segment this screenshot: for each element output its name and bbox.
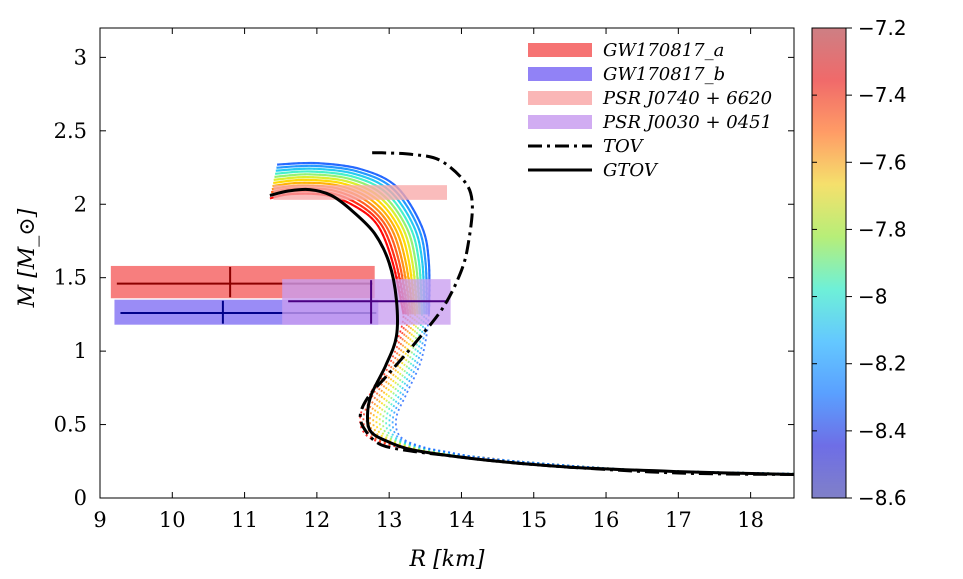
y-tick-label: 3 xyxy=(74,45,87,69)
colorbar-tick-label: −8 xyxy=(858,285,887,309)
colorbar-tick-label: −7.8 xyxy=(858,217,907,241)
axes: 9 10 11 12 13 14 15 16 17 18 0 0.5 1 1.5 2 2.5 3 R [km] M … xyxy=(15,27,795,572)
series-gtov xyxy=(269,187,794,476)
legend-item: GW170817_b xyxy=(528,64,725,85)
legend-item: GW170817_a xyxy=(528,40,724,61)
legend-swatch xyxy=(528,67,592,81)
colorbar-tick-label: −7.2 xyxy=(858,16,907,40)
y-tick-label: 0 xyxy=(74,486,87,510)
legend-label: GTOV xyxy=(603,160,659,181)
legend-item: PSR J0030 + 0451 xyxy=(528,112,772,133)
x-tick-label: 14 xyxy=(448,508,475,532)
x-tick-label: 10 xyxy=(159,508,186,532)
x-tick-label: 9 xyxy=(93,508,106,532)
colorbar-tick-label: −8.4 xyxy=(858,419,907,443)
legend-label: GW170817_a xyxy=(603,40,724,61)
legend-label: TOV xyxy=(603,136,644,157)
colorbar: −7.2 −7.4 −7.6 −7.8 −8 −8.2 −8.4 −8.6 xyxy=(811,16,907,510)
legend-item: PSR J0740 + 6620 xyxy=(528,88,772,109)
x-tick-label: 18 xyxy=(737,508,764,532)
plot-area xyxy=(100,28,794,498)
x-tick-label: 12 xyxy=(304,508,331,532)
series-tov xyxy=(358,151,794,476)
colorbar-bar xyxy=(811,27,847,499)
y-tick-label: 1 xyxy=(74,339,87,363)
x-tick-label: 15 xyxy=(520,508,547,532)
x-tick-label: 16 xyxy=(593,508,620,532)
x-tick-label: 13 xyxy=(376,508,403,532)
colorbar-tick-label: −8.2 xyxy=(858,352,907,376)
y-axis-title: M [M_⊙] xyxy=(15,208,40,308)
x-tick-label: 11 xyxy=(231,508,258,532)
legend: GW170817_a GW170817_b PSR J0740 + 6620 PSR … xyxy=(528,40,772,181)
x-tick-label: 17 xyxy=(665,508,692,532)
constraint-rect xyxy=(273,185,447,200)
colorbar-tick-label: −7.4 xyxy=(858,83,907,107)
y-tick-label: 0.5 xyxy=(54,413,87,437)
legend-item: TOV xyxy=(528,136,644,157)
plot-frame xyxy=(99,27,795,499)
plot-background xyxy=(100,28,794,498)
family-curve-lower xyxy=(277,162,794,475)
constraint-band xyxy=(273,185,447,200)
legend-label: GW170817_b xyxy=(603,64,725,85)
y-tick-label: 1.5 xyxy=(54,266,87,290)
colorbar-tick-label: −7.6 xyxy=(858,150,907,174)
legend-swatch xyxy=(528,91,592,105)
legend-label: PSR J0030 + 0451 xyxy=(602,112,772,133)
x-axis-title: R [km] xyxy=(409,547,485,572)
constraint-band xyxy=(282,279,451,325)
legend-swatch xyxy=(528,115,592,129)
y-tick-label: 2 xyxy=(74,192,87,216)
legend-item: GTOV xyxy=(528,160,659,181)
y-tick-label: 2.5 xyxy=(54,119,87,143)
colorbar-tick-label: −8.6 xyxy=(858,486,907,510)
legend-label: PSR J0740 + 6620 xyxy=(602,88,772,109)
legend-swatch xyxy=(528,43,592,57)
